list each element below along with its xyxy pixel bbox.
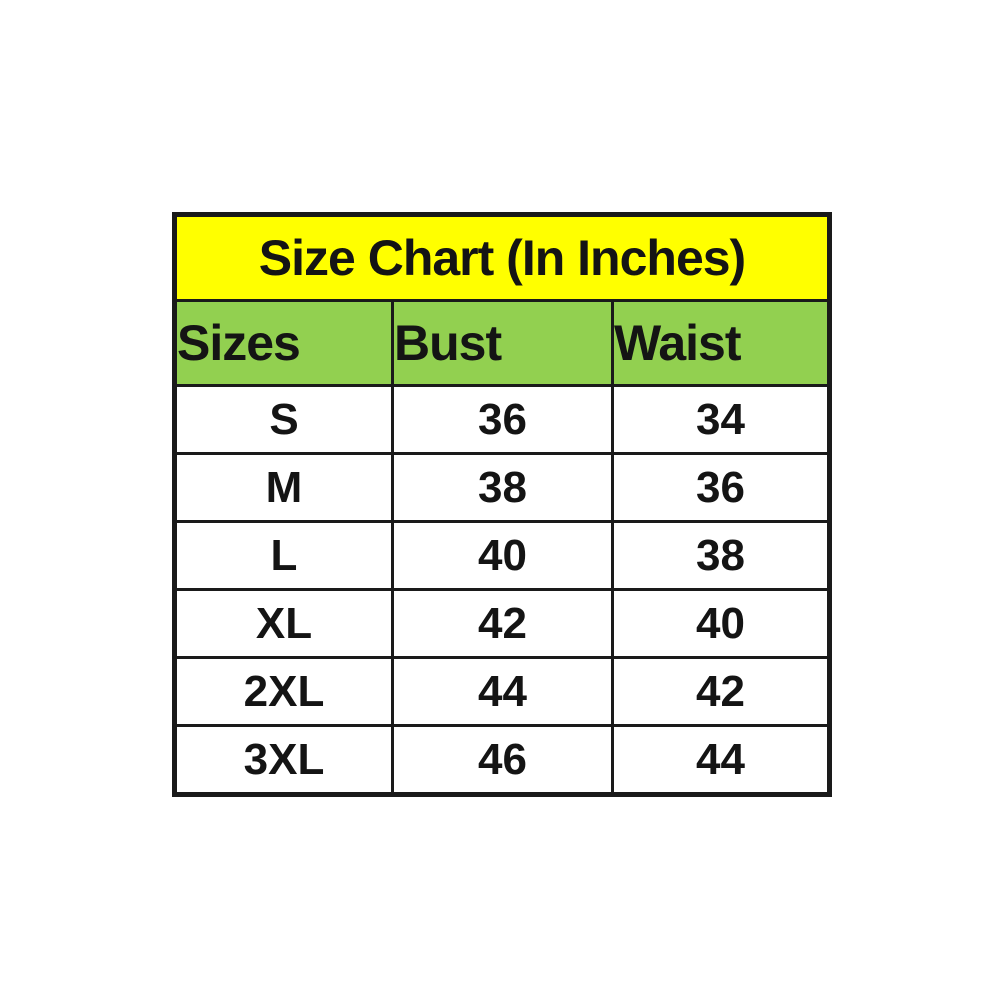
waist-cell: 38 — [611, 520, 831, 591]
column-header-waist: Waist — [611, 299, 831, 387]
waist-cell: 42 — [611, 656, 831, 727]
size-cell: M — [173, 452, 394, 523]
column-header-sizes: Sizes — [173, 299, 394, 387]
size-chart-table: Size Chart (In Inches) Sizes Bust Waist … — [172, 212, 832, 797]
bust-cell: 44 — [391, 656, 614, 727]
table-row: 2XL 44 42 — [173, 656, 831, 727]
bust-cell: 40 — [391, 520, 614, 591]
bust-cell: 36 — [391, 384, 614, 455]
waist-cell: 44 — [611, 724, 831, 796]
waist-cell: 36 — [611, 452, 831, 523]
waist-cell: 34 — [611, 384, 831, 455]
table-row: 3XL 46 44 — [173, 724, 831, 796]
size-cell: 3XL — [173, 724, 394, 796]
size-cell: XL — [173, 588, 394, 659]
bust-cell: 46 — [391, 724, 614, 796]
title-row: Size Chart (In Inches) — [173, 213, 831, 302]
table-row: S 36 34 — [173, 384, 831, 455]
size-cell: L — [173, 520, 394, 591]
table-title: Size Chart (In Inches) — [173, 213, 831, 302]
bust-cell: 42 — [391, 588, 614, 659]
table-row: L 40 38 — [173, 520, 831, 591]
column-header-bust: Bust — [391, 299, 614, 387]
size-cell: 2XL — [173, 656, 394, 727]
header-row: Sizes Bust Waist — [173, 299, 831, 387]
table-row: XL 42 40 — [173, 588, 831, 659]
table-row: M 38 36 — [173, 452, 831, 523]
bust-cell: 38 — [391, 452, 614, 523]
size-cell: S — [173, 384, 394, 455]
waist-cell: 40 — [611, 588, 831, 659]
